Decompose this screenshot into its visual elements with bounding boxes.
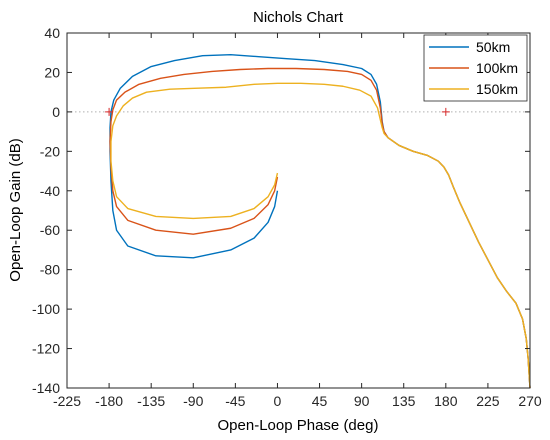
critical-point-marker [105, 107, 114, 116]
x-tick-label: -45 [225, 393, 245, 409]
series-line-150km [110, 82, 531, 389]
y-tick-label: 20 [44, 64, 60, 80]
series-group [109, 53, 531, 389]
legend: 50km 100km 150km [423, 34, 528, 102]
x-tick-label: -135 [137, 393, 165, 409]
plot-frame [66, 32, 531, 389]
y-axis: 40 20 0 -20 -40 -60 -80 -100 -120 -140 [32, 25, 530, 396]
x-tick-label: 270 [518, 393, 542, 409]
legend-label: 150km [476, 81, 518, 97]
x-tick-label: -90 [183, 393, 203, 409]
legend-label: 100km [476, 60, 518, 76]
y-tick-label: -40 [40, 183, 60, 199]
critical-points [105, 107, 450, 116]
x-tick-label: 0 [274, 393, 282, 409]
x-tick-label: 225 [476, 393, 500, 409]
y-tick-label: 40 [44, 25, 60, 41]
x-tick-label: 180 [434, 393, 458, 409]
x-tick-label: -180 [95, 393, 123, 409]
y-tick-label: -60 [40, 222, 60, 238]
x-tick-label: 135 [392, 393, 416, 409]
legend-label: 50km [476, 39, 510, 55]
x-axis: -225 -180 -135 -90 -45 0 45 90 135 180 225 270 [53, 33, 542, 409]
x-tick-label: 90 [354, 393, 370, 409]
y-tick-label: -140 [32, 380, 60, 396]
x-tick-label: 45 [312, 393, 328, 409]
y-tick-label: -100 [32, 301, 60, 317]
chart-title: Nichols Chart [253, 9, 344, 26]
y-tick-label: -20 [40, 143, 60, 159]
critical-point-marker [441, 107, 450, 116]
y-axis-title: Open-Loop Gain (dB) [7, 138, 24, 281]
y-tick-label: -120 [32, 341, 60, 357]
y-tick-label: -80 [40, 262, 60, 278]
x-axis-title: Open-Loop Phase (deg) [218, 417, 379, 434]
x-tick-label: -225 [53, 393, 81, 409]
y-tick-label: 0 [52, 104, 60, 120]
